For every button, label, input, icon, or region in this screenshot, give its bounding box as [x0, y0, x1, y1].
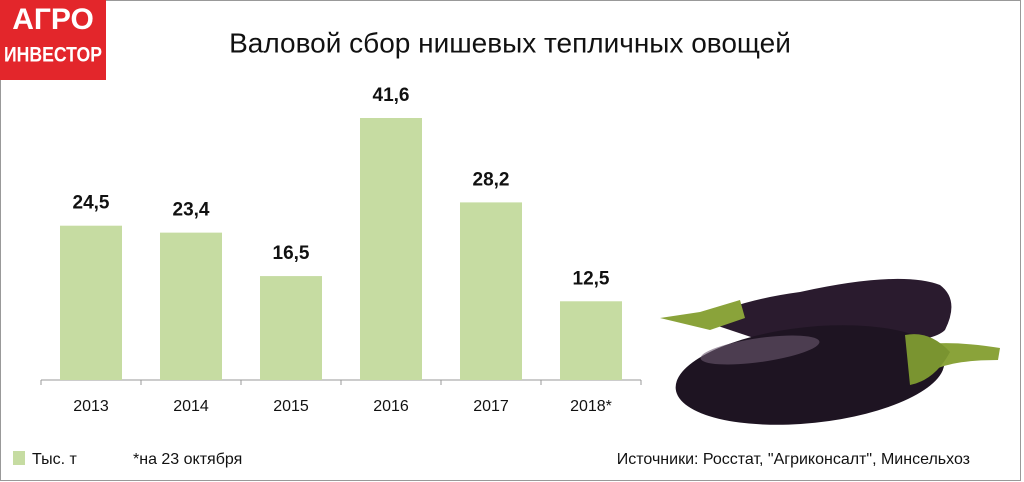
value-label: 23,4	[173, 200, 210, 221]
x-tick-label: 2016	[373, 398, 409, 415]
x-tick-label: 2018*	[570, 398, 612, 415]
bar	[160, 232, 222, 380]
value-label: 24,5	[73, 193, 110, 214]
value-label: 28,2	[473, 169, 510, 190]
legend-swatch	[13, 451, 25, 465]
source: Источники: Росстат, "Агриконсалт", Минсе…	[617, 451, 970, 468]
logo-text: ИНВЕСТОР	[4, 44, 102, 67]
value-label: 12,5	[573, 268, 610, 289]
logo-box	[0, 0, 106, 80]
bar	[460, 202, 522, 380]
note: *на 23 октября	[133, 451, 242, 468]
legend-label: Тыс. т	[32, 451, 77, 468]
value-label: 41,6	[373, 85, 410, 106]
bar	[60, 225, 122, 380]
chart-title: Валовой сбор нишевых тепличных овощей	[229, 27, 791, 58]
bar	[360, 118, 422, 380]
bar	[560, 301, 622, 380]
x-tick-label: 2017	[473, 398, 509, 415]
x-tick-label: 2014	[173, 398, 209, 415]
x-tick-label: 2015	[273, 398, 309, 415]
eggplant-illustration	[660, 278, 1000, 425]
value-label: 16,5	[273, 243, 310, 264]
x-tick-label: 2013	[73, 398, 109, 415]
logo-text: АГРО	[12, 3, 94, 36]
bar	[260, 276, 322, 380]
